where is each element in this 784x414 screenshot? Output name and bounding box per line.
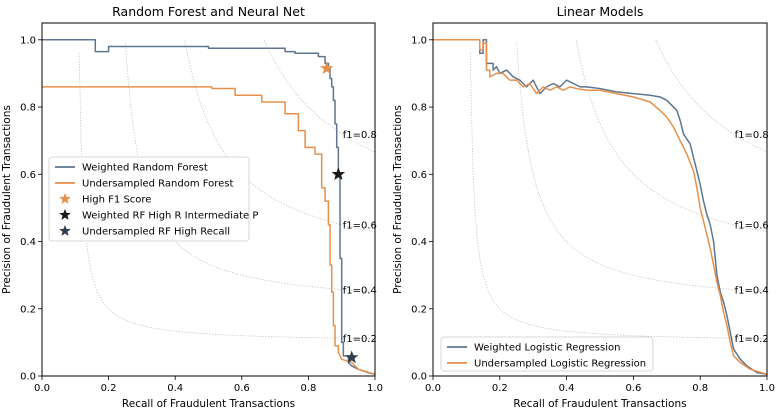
x-tick-label: 0.0	[34, 383, 50, 394]
axes-frame	[432, 22, 768, 377]
series-line-2	[42, 86, 375, 376]
y-tick-label: 0.4	[20, 237, 36, 248]
legend-entry-label: High F1 Score	[82, 195, 151, 206]
iso-f1-label: f1=0.4	[343, 286, 377, 297]
y-tick-label: 0.2	[20, 304, 36, 315]
x-axis-label: Recall of Fraudulent Transactions	[122, 398, 295, 410]
y-tick-label: 0.6	[411, 170, 427, 181]
iso-f1-curve	[516, 42, 767, 293]
legend-star-swatch	[59, 208, 71, 221]
marker-star-1	[320, 61, 334, 75]
axes-frame	[41, 22, 376, 377]
y-tick-label: 1.0	[20, 35, 36, 46]
iso-f1-curve	[655, 40, 767, 153]
marker-star-3	[344, 350, 359, 364]
x-axis-label: Recall of Fraudulent Transactions	[513, 398, 686, 410]
y-tick-label: 1.0	[411, 35, 427, 46]
panel-1: f1=0.2 f1=0.4 f1=0.6 f1=0.8 0.0 0.2 0.4 0.6 0.8 1…	[1, 4, 383, 410]
x-tick-label: 0.4	[167, 383, 183, 394]
y-axis-label: Precision of Fraudulent Transactions	[1, 105, 13, 294]
x-tick-label: 0.2	[101, 383, 117, 394]
x-tick-label: 0.0	[425, 383, 441, 394]
iso-f1-label: f1=0.8	[343, 130, 377, 141]
y-tick-label: 0.4	[411, 237, 427, 248]
y-axis-label: Precision of Fraudulent Transactions	[392, 105, 404, 294]
x-tick-label: 0.2	[492, 383, 508, 394]
legend: Weighted Logistic Regression Undersampled…	[440, 336, 654, 372]
x-tick-label: 0.8	[692, 383, 708, 394]
x-tick-label: 0.4	[559, 383, 575, 394]
iso-f1-label: f1=0.6	[735, 221, 769, 232]
x-tick-label: 0.6	[234, 383, 250, 394]
iso-f1-curve	[263, 40, 375, 153]
legend-box	[48, 156, 250, 242]
legend: Weighted Random Forest Undersampled Rando…	[48, 156, 258, 242]
series-line-1	[42, 39, 375, 376]
legend-entry-label: Undersampled Logistic Regression	[474, 359, 646, 370]
legend-star-swatch	[59, 192, 71, 205]
chart-title: Random Forest and Neural Net	[112, 4, 305, 19]
panel-2: f1=0.2 f1=0.4 f1=0.6 f1=0.8 0.0 0.2 0.4 0.6 0.8 1…	[392, 4, 775, 410]
iso-f1-curve	[78, 52, 375, 340]
x-tick-label: 1.0	[759, 383, 775, 394]
iso-f1-label: f1=0.8	[735, 130, 769, 141]
legend-entry-label: Undersampled Random Forest	[82, 179, 234, 190]
legend-entry-label: Weighted Random Forest	[82, 163, 208, 174]
iso-f1-label: f1=0.6	[343, 221, 377, 232]
legend-star-swatch	[59, 224, 71, 237]
marker-star-2	[331, 167, 346, 180]
legend-entry-label: Weighted RF High R Intermediate P	[82, 211, 258, 222]
series-line-2	[433, 39, 767, 376]
y-tick-label: 0.0	[20, 372, 36, 383]
iso-f1-label: f1=0.2	[735, 334, 769, 345]
plot-area	[433, 39, 767, 376]
iso-f1-curve	[469, 52, 767, 340]
x-tick-label: 1.0	[367, 383, 383, 394]
y-tick-label: 0.6	[20, 170, 36, 181]
y-tick-label: 0.8	[20, 103, 36, 114]
legend-entry-label: Undersampled RF High Recall	[82, 227, 230, 238]
y-tick-label: 0.0	[411, 372, 427, 383]
legend-entry-label: Weighted Logistic Regression	[474, 343, 620, 354]
series-line-1	[433, 39, 767, 376]
x-tick-label: 0.6	[625, 383, 641, 394]
x-tick-label: 0.8	[300, 383, 316, 394]
legend-box	[440, 336, 654, 372]
iso-f1-label: f1=0.4	[735, 286, 769, 297]
y-tick-label: 0.8	[411, 103, 427, 114]
y-tick-label: 0.2	[411, 304, 427, 315]
iso-f1-label: f1=0.2	[343, 334, 377, 345]
chart-title: Linear Models	[557, 4, 644, 19]
